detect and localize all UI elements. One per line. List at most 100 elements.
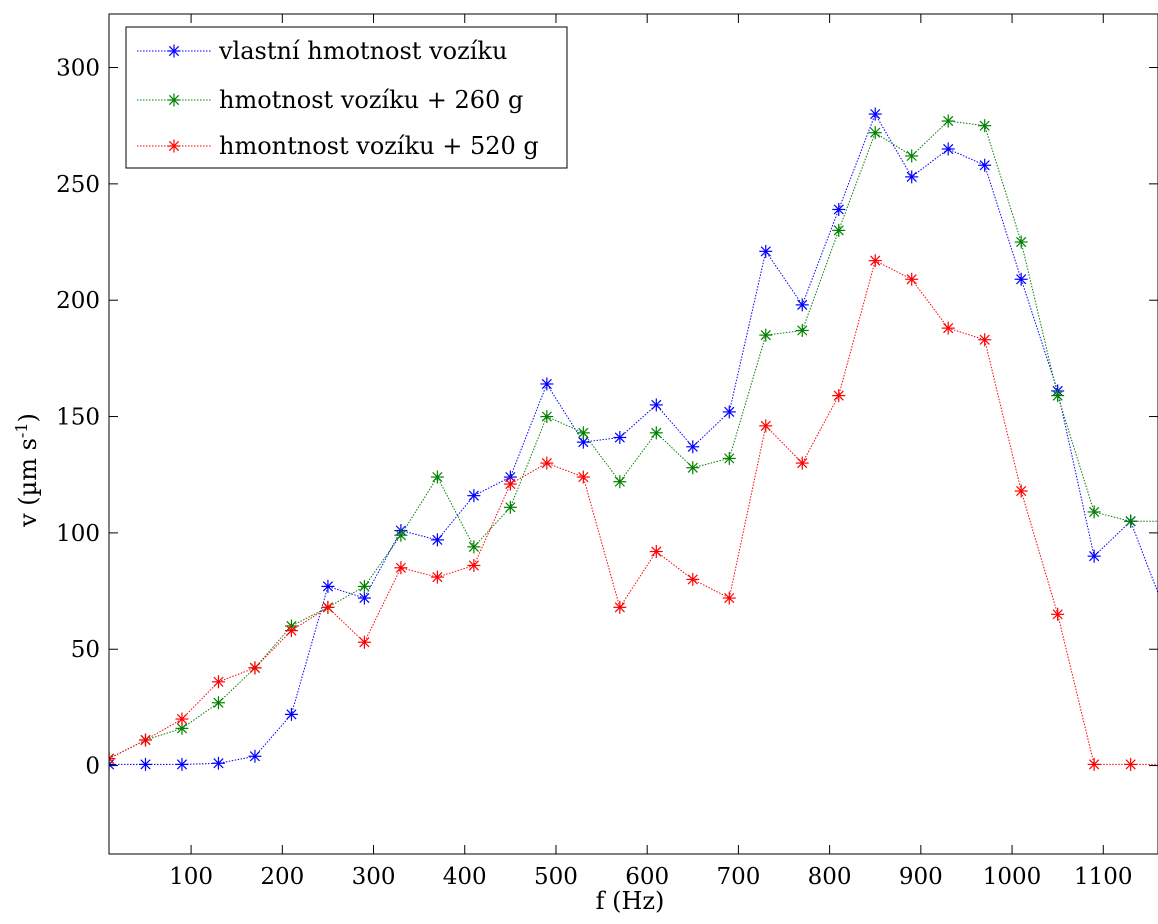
data-point — [1014, 484, 1028, 498]
data-point — [795, 323, 809, 337]
data-point — [1051, 389, 1065, 403]
data-point — [649, 545, 663, 559]
data-point — [613, 475, 627, 489]
data-point — [941, 321, 955, 335]
data-point — [211, 696, 225, 710]
series-1 — [109, 107, 1158, 771]
y-tick-label: 0 — [85, 754, 100, 780]
data-point — [722, 451, 736, 465]
legend-item-1: vlastní hmotnost vozíku — [137, 37, 507, 65]
x-tick-label: 500 — [534, 864, 578, 890]
data-point — [175, 757, 189, 771]
data-point — [394, 561, 408, 575]
x-axis-label: f (Hz) — [596, 887, 665, 915]
data-point — [686, 440, 700, 454]
data-point — [211, 675, 225, 689]
legend-item-3: hmontnost vozíku + 520 g — [137, 132, 539, 160]
data-point — [649, 426, 663, 440]
x-tick-label: 600 — [625, 864, 669, 890]
y-axis-label: v (µm s-1) — [12, 413, 42, 528]
legend-label: hmotnost vozíku + 260 g — [219, 86, 523, 114]
data-point — [759, 419, 773, 433]
data-point — [795, 298, 809, 312]
data-point — [284, 707, 298, 721]
y-tick-label: 100 — [56, 521, 100, 547]
data-point — [430, 470, 444, 484]
legend: vlastní hmotnost vozíku hmotnost vozíku +… — [125, 26, 568, 169]
data-point — [978, 119, 992, 133]
legend-label: hmontnost vozíku + 520 g — [219, 132, 539, 160]
data-point — [576, 470, 590, 484]
data-point — [759, 328, 773, 342]
data-point — [430, 570, 444, 584]
data-point — [357, 635, 371, 649]
data-point — [1087, 549, 1101, 563]
y-tick-label: 250 — [56, 172, 100, 198]
data-point — [1014, 272, 1028, 286]
data-point — [759, 244, 773, 258]
data-point — [175, 712, 189, 726]
data-point — [467, 489, 481, 503]
data-point — [905, 149, 919, 163]
x-tick-label: 1100 — [1074, 864, 1133, 890]
y-tick-label: 200 — [56, 288, 100, 314]
x-tick-label: 400 — [443, 864, 487, 890]
series-3 — [109, 254, 1158, 771]
data-point — [138, 757, 152, 771]
data-point — [941, 142, 955, 156]
x-tick-label: 800 — [808, 864, 852, 890]
data-point — [540, 377, 554, 391]
data-point — [613, 430, 627, 444]
data-point — [321, 579, 335, 593]
data-point — [832, 223, 846, 237]
data-point — [540, 456, 554, 470]
data-point — [138, 733, 152, 747]
plot-frame — [108, 13, 1158, 855]
data-point — [905, 272, 919, 286]
data-point — [467, 558, 481, 572]
data-point — [284, 624, 298, 638]
x-tick-label: 1000 — [983, 864, 1042, 890]
x-tick-label: 900 — [899, 864, 943, 890]
data-point — [576, 426, 590, 440]
data-point — [722, 405, 736, 419]
series-layer — [109, 107, 1158, 771]
y-tick-label: 150 — [56, 405, 100, 431]
data-point — [868, 107, 882, 121]
data-point — [1014, 235, 1028, 249]
y-axis-label-main: v (µm s — [14, 438, 42, 528]
data-point — [686, 461, 700, 475]
data-point — [357, 579, 371, 593]
data-point — [394, 528, 408, 542]
data-point — [248, 661, 262, 675]
data-point — [503, 477, 517, 491]
x-tick-label: 100 — [169, 864, 213, 890]
ticks-layer: 100 200 300 400 500 600 700 800 900 1000 1100 0 50 10… — [56, 14, 1158, 890]
series-line — [109, 120, 1158, 760]
series-line — [109, 112, 1158, 765]
legend-item-2: hmotnost vozíku + 260 g — [137, 86, 523, 114]
data-point — [540, 410, 554, 424]
data-point — [430, 533, 444, 547]
series-line — [109, 259, 1158, 765]
data-point — [467, 540, 481, 554]
data-point — [357, 591, 371, 605]
data-point — [1087, 757, 1101, 771]
legend-box — [125, 26, 568, 169]
data-point — [1051, 607, 1065, 621]
data-point — [503, 500, 517, 514]
data-point — [175, 721, 189, 735]
data-point — [832, 389, 846, 403]
data-point — [795, 456, 809, 470]
y-axis-label-superscript: -1 — [12, 422, 31, 438]
y-axis-label-close: ) — [14, 413, 42, 422]
x-tick-label: 300 — [352, 864, 396, 890]
data-point — [868, 126, 882, 140]
data-point — [1124, 757, 1138, 771]
data-point — [905, 170, 919, 184]
y-tick-label: 50 — [71, 637, 100, 663]
legend-label: vlastní hmotnost vozíku — [218, 37, 507, 65]
data-point — [1087, 505, 1101, 519]
legend-items: vlastní hmotnost vozíku hmotnost vozíku +… — [137, 37, 539, 160]
